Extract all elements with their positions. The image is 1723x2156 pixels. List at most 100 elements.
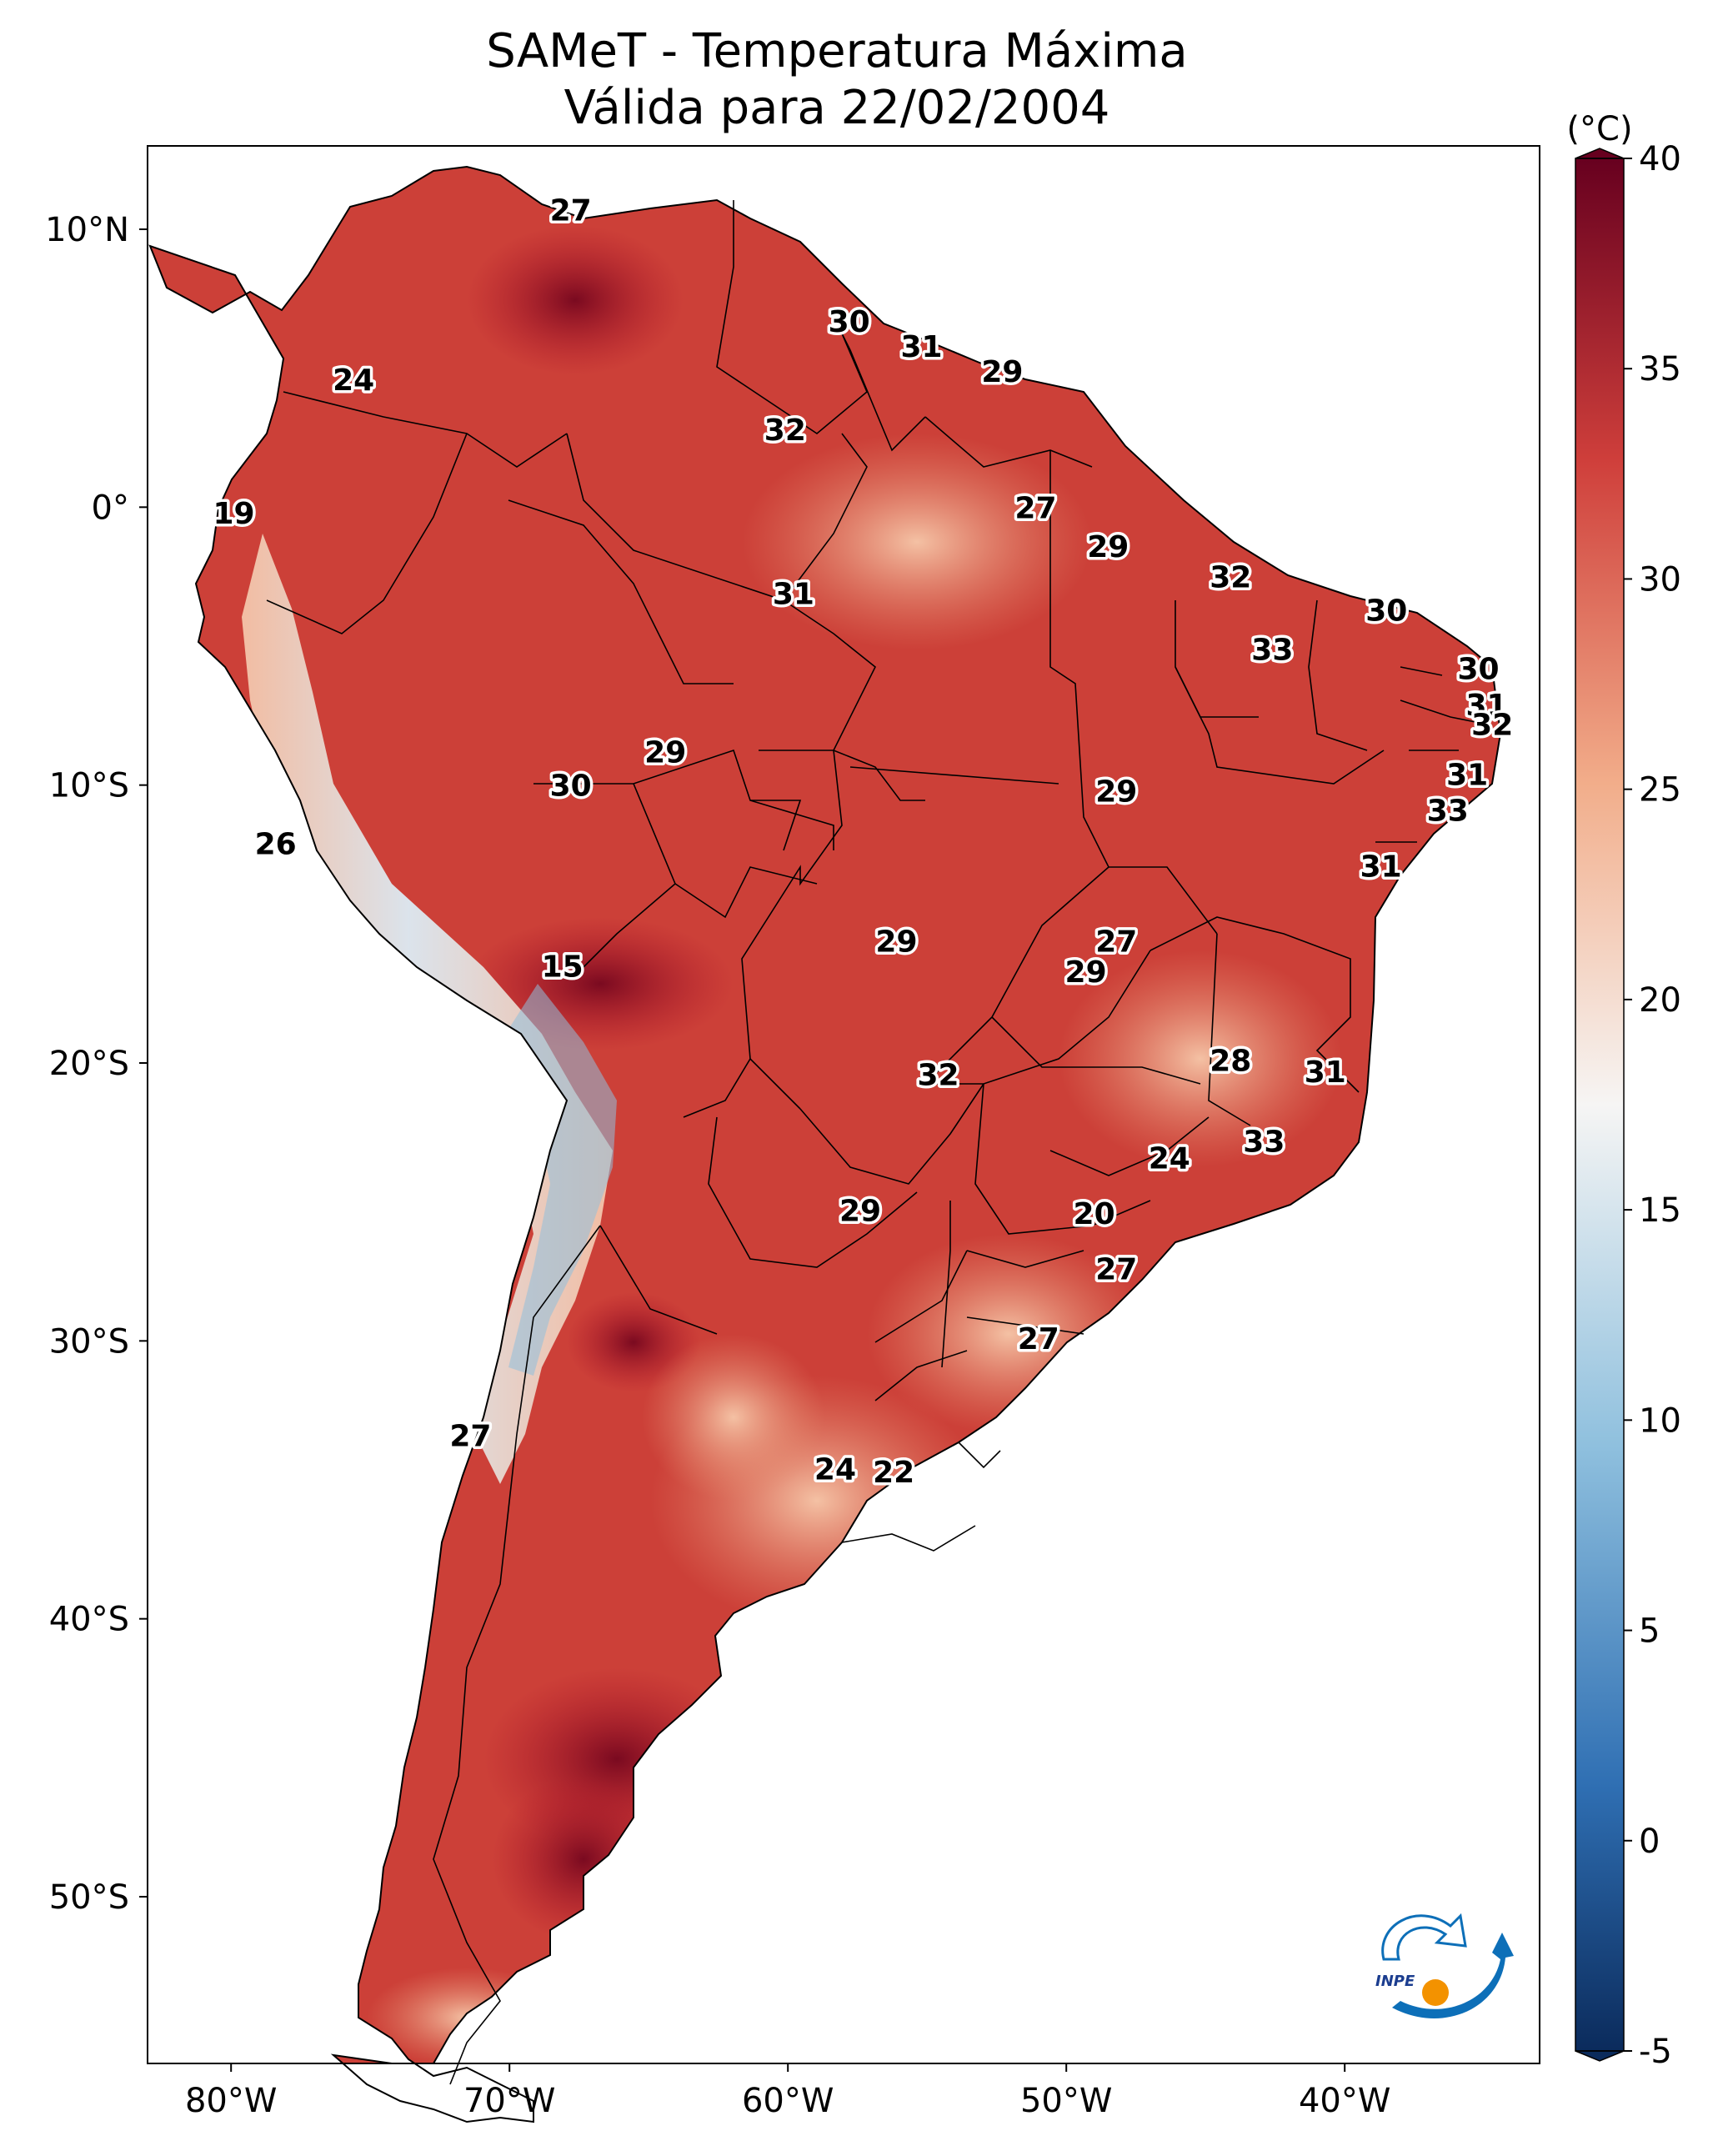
temperature-shading [742, 434, 1092, 650]
border-line [974, 1083, 1151, 1235]
colorbar-frame [1575, 158, 1625, 2052]
station-temperature-label: 29 [839, 1195, 881, 1229]
station-temperature-label: 29 [644, 736, 686, 770]
border-line [849, 766, 1059, 785]
lat-tick-label: 0° [92, 489, 129, 527]
border-line [1175, 666, 1259, 718]
border-line [1208, 933, 1251, 1126]
station-temperature-label: 31 [773, 578, 814, 612]
station-temperature-label: 31 [1360, 850, 1402, 884]
border-line [966, 1316, 1084, 1335]
border-line [599, 1225, 718, 1335]
station-temperature-label: 22 [873, 1456, 914, 1490]
station-temperature-label: 32 [764, 414, 806, 448]
station-temperature-label: 31 [1446, 758, 1488, 792]
border-line [1308, 599, 1368, 751]
lon-tick-label: 60°W [742, 2082, 834, 2120]
title-line-2: Válida para 22/02/2004 [564, 81, 1110, 135]
colorbar-tick-label: -5 [1639, 2033, 1672, 2071]
border-line [716, 200, 868, 434]
lat-tick-label: 20°S [49, 1045, 129, 1083]
temperature-shading [1059, 950, 1342, 1167]
border-line [991, 1016, 1201, 1085]
colorbar-tick-label: 30 [1639, 560, 1681, 599]
border-line [1400, 699, 1493, 726]
border-line [958, 1442, 1001, 1469]
country-borders [266, 200, 1493, 2085]
colorbar-tick-label: 15 [1639, 1191, 1681, 1230]
station-temperature-label: 27 [1018, 1322, 1059, 1356]
station-temperature-label: 30 [1365, 594, 1407, 629]
station-temperature-label: 27 [1095, 925, 1137, 959]
border-line [633, 783, 818, 919]
colorbar [1575, 158, 1624, 2051]
station-temperature-label: 24 [1149, 1141, 1190, 1176]
station-temperature-label: 27 [449, 1420, 491, 1454]
station-temperature-label: 31 [1305, 1055, 1346, 1090]
border-line [1150, 916, 1360, 1093]
station-temperature-label: 27 [550, 194, 592, 228]
station-temperature-label: 31 [900, 330, 942, 364]
border-line [841, 1525, 976, 1552]
station-temperature-label: 33 [1243, 1125, 1285, 1159]
border-line [683, 1058, 751, 1118]
border-line [266, 433, 468, 634]
lon-tick-label: 50°W [1020, 2082, 1112, 2120]
lon-tick-label: 80°W [185, 2082, 277, 2120]
border-line [924, 416, 1093, 468]
border-line [966, 1250, 1084, 1268]
border-line [841, 333, 926, 452]
lat-tick-label: 10°N [45, 211, 129, 249]
border-line [1049, 450, 1218, 935]
temperature-shading [467, 225, 684, 375]
border-line [799, 1083, 984, 1185]
inpe-logo-arrow [1392, 1933, 1514, 2018]
station-temperature-label: 30 [550, 770, 592, 804]
lat-tick-label: 40°S [49, 1601, 129, 1639]
lat-tick-label: 50°S [49, 1878, 129, 1917]
border-line [833, 750, 925, 801]
border-line [874, 1250, 968, 1343]
inpe-logo-text: INPE [1375, 1973, 1415, 1990]
border-line [1400, 666, 1443, 676]
border-line [1049, 1116, 1210, 1176]
station-temperature-label: 33 [1427, 795, 1469, 829]
station-temperature-label: 30 [829, 305, 870, 339]
station-temperature-label: 27 [1014, 491, 1056, 525]
station-temperature-label: 32 [918, 1058, 959, 1092]
border-line [433, 1225, 601, 2085]
colorbar-max-arrow [1575, 148, 1625, 159]
border-line [533, 749, 802, 851]
station-temperature-label: 29 [981, 355, 1023, 389]
station-temperature-label: 29 [1095, 775, 1137, 809]
colorbar-tick-label: 10 [1639, 1401, 1681, 1440]
border-line [941, 1201, 951, 1368]
station-temperature-label: 30 [1457, 653, 1499, 687]
colorbar-tick-label: 25 [1639, 771, 1681, 810]
lon-tick-label: 40°W [1299, 2082, 1390, 2120]
colorbar-tick-label: 20 [1639, 981, 1681, 1020]
station-temperature-label: 20 [1074, 1197, 1115, 1231]
lat-tick-label: 10°S [49, 767, 129, 805]
colorbar-tick-label: 5 [1639, 1612, 1660, 1651]
station-temperature-label: 27 [1095, 1253, 1137, 1287]
border-line [1175, 600, 1385, 785]
station-temperature-label: 31 [1465, 689, 1507, 723]
inpe-logo-dot [1422, 1979, 1449, 2006]
border-line [759, 599, 877, 751]
station-temperature-label: 32 [1471, 708, 1513, 742]
temperature-shading [642, 1334, 825, 1501]
border-line [583, 883, 676, 968]
station-temperature-label: 29 [875, 925, 917, 959]
colorbar-min-arrow [1575, 2050, 1625, 2062]
station-temperature-label: 24 [814, 1453, 856, 1487]
colorbar-tick-label: 35 [1639, 350, 1681, 389]
colorbar-tick-label: 40 [1639, 140, 1681, 178]
station-temperature-label: 19 [213, 497, 254, 531]
station-temperature-label: 26 [255, 828, 297, 862]
colorbar-unit-label: (°C) [1566, 110, 1632, 148]
lon-tick-label: 70°W [463, 2082, 555, 2120]
